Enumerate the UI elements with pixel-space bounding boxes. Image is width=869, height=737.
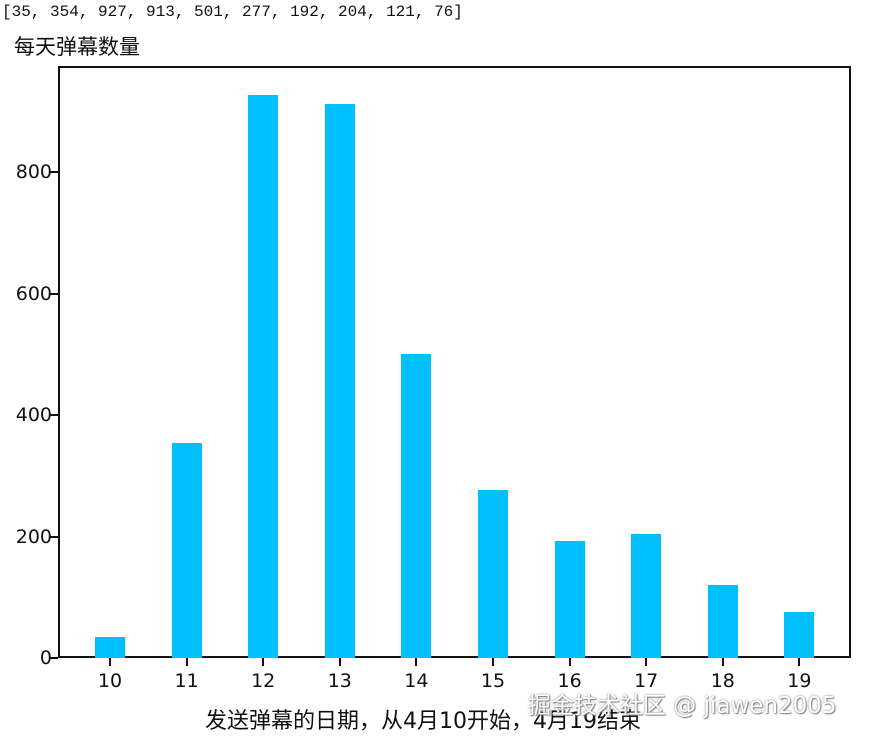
bar-19 bbox=[784, 611, 815, 658]
x-tick-label: 13 bbox=[327, 670, 352, 692]
x-tick bbox=[721, 658, 724, 666]
watermark: 掘金技术社区 @ jiawen2005 bbox=[528, 693, 837, 719]
bar-13 bbox=[324, 103, 355, 658]
bar-14 bbox=[401, 353, 432, 658]
bar-18 bbox=[707, 584, 738, 658]
y-tick bbox=[50, 657, 58, 659]
x-tick-label: 15 bbox=[480, 670, 506, 692]
bar-16 bbox=[554, 541, 585, 658]
x-tick bbox=[338, 658, 341, 666]
plot-area bbox=[58, 66, 851, 658]
y-tick-label: 200 bbox=[15, 525, 52, 548]
x-tick bbox=[415, 658, 418, 666]
x-axis-label: 发送弹幕的日期，从4月10开始，4月19结束 bbox=[205, 709, 641, 734]
bar-11 bbox=[171, 443, 202, 658]
y-tick bbox=[50, 414, 58, 417]
bar-15 bbox=[478, 489, 508, 658]
x-tick bbox=[109, 658, 111, 666]
bar-10 bbox=[95, 636, 125, 658]
y-tick-label: 0 bbox=[39, 647, 52, 669]
x-tick-label: 19 bbox=[787, 670, 812, 692]
x-tick bbox=[492, 658, 494, 666]
y-tick-label: 600 bbox=[15, 282, 52, 305]
x-tick bbox=[262, 658, 265, 666]
x-tick-label: 11 bbox=[174, 670, 199, 692]
x-tick-label: 16 bbox=[557, 670, 582, 692]
y-tick bbox=[50, 171, 58, 174]
bar-17 bbox=[631, 534, 662, 658]
x-tick bbox=[185, 658, 188, 666]
x-tick bbox=[645, 658, 648, 666]
y-tick-label: 800 bbox=[15, 161, 52, 184]
x-tick-label: 14 bbox=[404, 670, 429, 692]
x-tick-label: 17 bbox=[634, 670, 659, 692]
chart-title: 每天弹幕数量 bbox=[14, 35, 140, 59]
x-tick bbox=[568, 658, 571, 666]
x-tick-label: 18 bbox=[710, 670, 735, 692]
bar-12 bbox=[248, 95, 279, 658]
y-tick-label: 400 bbox=[15, 404, 52, 427]
x-tick-label: 10 bbox=[97, 670, 123, 692]
console-output: [35, 354, 927, 913, 501, 277, 192, 204, … bbox=[2, 3, 463, 21]
x-tick bbox=[798, 658, 801, 666]
y-tick bbox=[50, 535, 58, 538]
x-tick-label: 12 bbox=[251, 670, 276, 692]
y-tick bbox=[50, 292, 58, 295]
